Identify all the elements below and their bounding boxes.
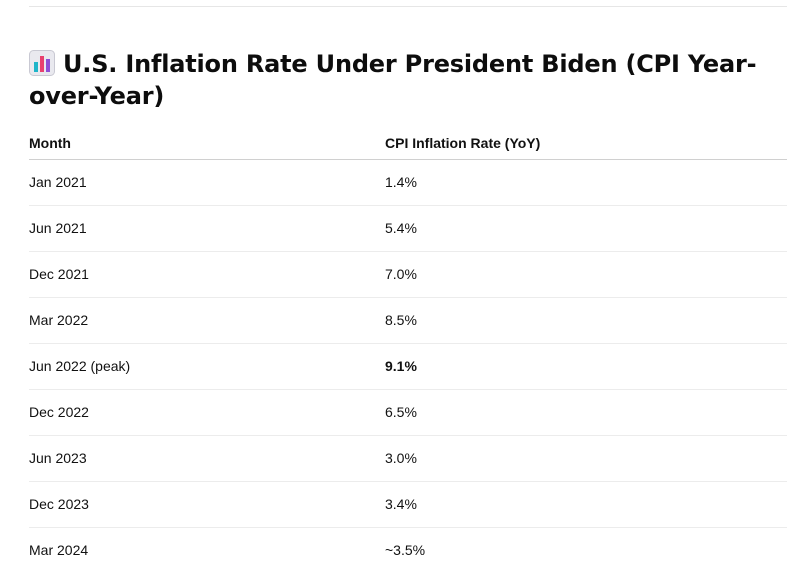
table-header-row: Month CPI Inflation Rate (YoY) bbox=[29, 125, 787, 160]
month-cell: Dec 2021 bbox=[29, 266, 89, 282]
top-divider bbox=[29, 6, 787, 7]
rate-cell: 8.5% bbox=[385, 312, 417, 328]
table-row: Dec 2022 6.5% bbox=[29, 390, 787, 436]
month-cell: Jan 2021 bbox=[29, 174, 87, 190]
bar-chart-icon bbox=[29, 50, 55, 76]
icon-bar-pink bbox=[40, 56, 44, 72]
rate-cell: 5.4% bbox=[385, 220, 417, 236]
table-row: Dec 2023 3.4% bbox=[29, 482, 787, 528]
rate-cell: 3.0% bbox=[385, 450, 417, 466]
month-cell: Dec 2022 bbox=[29, 404, 89, 420]
month-cell: Mar 2022 bbox=[29, 312, 89, 328]
page-title-text: U.S. Inflation Rate Under President Bide… bbox=[29, 50, 757, 110]
table-row: Mar 2022 8.5% bbox=[29, 298, 787, 344]
icon-bar-purple bbox=[46, 59, 50, 72]
table-row: Jan 2021 1.4% bbox=[29, 160, 787, 206]
rate-cell: 7.0% bbox=[385, 266, 417, 282]
month-cell: Jun 2022 (peak) bbox=[29, 358, 131, 374]
table-row: Jun 2021 5.4% bbox=[29, 206, 787, 252]
column-header-month: Month bbox=[29, 135, 71, 151]
table-row: Jun 2022 (peak) 9.1% bbox=[29, 344, 787, 390]
column-header-rate: CPI Inflation Rate (YoY) bbox=[385, 135, 541, 151]
page-title: U.S. Inflation Rate Under President Bide… bbox=[29, 48, 769, 112]
rate-cell: 9.1% bbox=[385, 358, 417, 374]
table-row: Jun 2023 3.0% bbox=[29, 436, 787, 482]
month-cell: Dec 2023 bbox=[29, 496, 89, 512]
bar-chart-icon-graphic bbox=[29, 50, 55, 76]
table-row: Dec 2021 7.0% bbox=[29, 252, 787, 298]
table-body: Jan 2021 1.4% Jun 2021 5.4% Dec 2021 7.0% Mar … bbox=[29, 160, 787, 573]
icon-bar-teal bbox=[34, 62, 38, 72]
rate-cell: ~3.5% bbox=[385, 542, 426, 558]
inflation-table: Month CPI Inflation Rate (YoY) Jan 2021 1… bbox=[29, 125, 787, 573]
table-row: Mar 2024 ~3.5% bbox=[29, 528, 787, 573]
rate-cell: 3.4% bbox=[385, 496, 417, 512]
rate-cell: 1.4% bbox=[385, 174, 417, 190]
month-cell: Jun 2021 bbox=[29, 220, 87, 236]
rate-cell: 6.5% bbox=[385, 404, 417, 420]
month-cell: Mar 2024 bbox=[29, 542, 89, 558]
month-cell: Jun 2023 bbox=[29, 450, 87, 466]
